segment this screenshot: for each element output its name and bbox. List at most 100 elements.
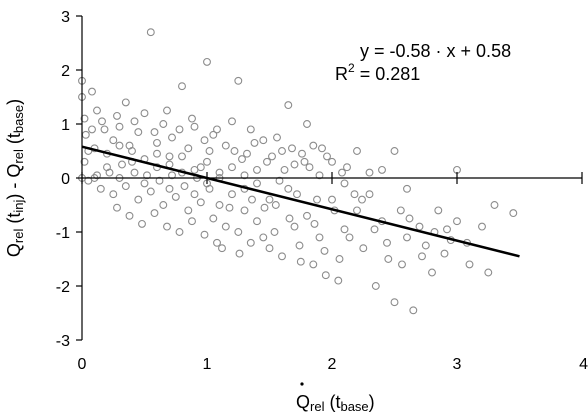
data-point <box>221 222 230 231</box>
data-point <box>323 152 331 161</box>
y-title-b-sub2: base <box>11 105 26 133</box>
data-point <box>268 152 276 161</box>
data-point <box>398 260 406 269</box>
y-title-b-close: ) <box>4 99 24 105</box>
data-point <box>163 222 171 231</box>
x-tick-label: 3 <box>453 356 462 373</box>
data-point <box>259 233 268 242</box>
data-point <box>350 190 359 199</box>
data-point <box>293 190 301 199</box>
x-axis-title: Qrel (tbase) <box>296 382 375 414</box>
x-title-sub2: base <box>340 399 368 414</box>
data-point <box>271 201 280 209</box>
data-point <box>365 190 374 199</box>
data-point <box>384 255 393 263</box>
data-point <box>225 203 234 212</box>
y-tick-label: 0 <box>61 171 70 188</box>
data-point <box>188 217 196 226</box>
data-point <box>358 195 366 204</box>
data-point <box>390 147 399 155</box>
data-point <box>109 136 118 145</box>
data-point <box>88 87 96 96</box>
data-point <box>250 138 259 147</box>
data-point <box>138 219 146 228</box>
data-point <box>440 249 449 258</box>
data-point <box>93 106 101 115</box>
data-point <box>105 168 114 177</box>
x-title-sub: rel <box>310 399 325 414</box>
data-point <box>490 201 499 209</box>
data-point <box>118 160 126 169</box>
data-point <box>403 233 411 242</box>
regression-equation: y = -0.58 · x + 0.58 <box>360 41 511 61</box>
y-title-b-main: Q <box>4 164 24 178</box>
data-point <box>405 214 414 223</box>
data-point <box>328 157 336 166</box>
data-point <box>478 222 486 231</box>
data-point <box>178 82 186 91</box>
data-point <box>353 206 361 215</box>
x-title-rest: (t <box>324 392 340 412</box>
data-point <box>428 268 436 277</box>
data-point <box>246 238 255 247</box>
data-point <box>353 147 361 155</box>
data-point <box>175 125 184 134</box>
data-point <box>218 244 226 253</box>
r2-exponent: 2 <box>348 61 355 75</box>
y-title-b-rest: (t <box>4 133 24 149</box>
data-point <box>96 184 105 193</box>
x-tick-label: 2 <box>328 356 337 373</box>
data-point <box>159 201 168 209</box>
data-point <box>209 214 218 223</box>
y-title-a-close: ) <box>4 194 24 200</box>
data-point <box>143 171 151 180</box>
data-point <box>234 76 243 85</box>
y-title-b-sub: rel <box>11 149 26 164</box>
data-point <box>253 179 261 188</box>
data-point <box>113 111 121 120</box>
data-point <box>163 106 171 115</box>
x-tick-label: 0 <box>78 356 87 373</box>
data-point <box>209 130 218 139</box>
data-point <box>270 228 279 236</box>
data-point <box>321 271 330 280</box>
data-point <box>421 241 430 250</box>
data-point <box>113 203 121 212</box>
data-point <box>228 163 236 172</box>
data-point <box>100 125 109 134</box>
data-point <box>234 228 243 236</box>
data-point <box>205 147 214 155</box>
data-point <box>228 117 236 126</box>
data-point <box>290 222 299 231</box>
data-point <box>190 122 199 131</box>
data-point <box>343 163 351 172</box>
data-point <box>80 157 89 166</box>
data-point <box>178 152 186 161</box>
data-point <box>115 122 124 131</box>
x-title-close: ) <box>369 392 375 412</box>
data-point <box>168 133 176 142</box>
data-point <box>253 165 261 174</box>
data-point <box>295 241 304 250</box>
data-point <box>340 225 349 234</box>
data-point <box>150 209 159 218</box>
y-axis-title: Qrel (tinj) - Qrel (tbase) <box>4 99 26 257</box>
data-point <box>180 182 189 191</box>
data-point <box>140 179 149 188</box>
data-point <box>365 168 374 177</box>
data-point <box>315 171 324 180</box>
data-point <box>290 160 299 169</box>
y-tick-label: 2 <box>61 63 70 80</box>
axes: 3 2 1 0 -1 -2 -3 0 1 2 3 4 <box>56 9 588 373</box>
data-point <box>284 101 293 110</box>
data-point <box>130 168 139 177</box>
data-point <box>240 171 249 180</box>
data-point <box>484 268 493 277</box>
data-point <box>313 195 321 204</box>
data-point <box>80 114 89 123</box>
data-point <box>359 244 368 253</box>
data-point <box>378 165 386 174</box>
data-point <box>213 238 221 247</box>
y-title-a-rest: (t <box>4 213 24 229</box>
